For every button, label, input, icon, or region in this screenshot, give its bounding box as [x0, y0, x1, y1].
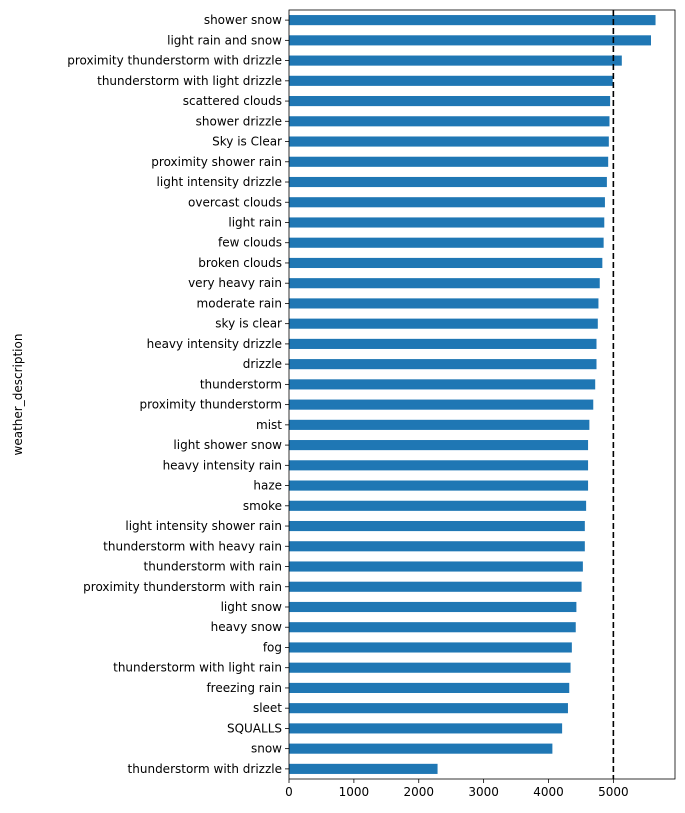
x-ticks: 0 1000 2000 3000 4000 5000: [285, 779, 629, 799]
y-tick-label: scattered clouds: [183, 94, 282, 108]
y-tick-label: proximity thunderstorm with rain: [83, 580, 282, 594]
bar-drizzle: [289, 359, 597, 370]
x-tick-label: 5000: [598, 785, 629, 799]
bar-few-clouds: [289, 237, 604, 248]
x-tick-label: 0: [285, 785, 293, 799]
bar-mist: [289, 419, 590, 430]
y-tick-label: mist: [256, 418, 282, 432]
bar-smoke: [289, 500, 587, 511]
y-tick-label: SQUALLS: [227, 721, 282, 735]
bar-light-snow: [289, 601, 577, 613]
y-tick-label: thunderstorm with rain: [144, 560, 282, 574]
y-tick-label: light rain: [228, 215, 282, 229]
y-tick-label: snow: [251, 742, 282, 756]
bar-light-shower-snow: [289, 440, 589, 451]
y-tick-label: freezing rain: [206, 681, 282, 695]
x-tick-label: 1000: [339, 785, 370, 799]
y-tick-label: light snow: [221, 600, 283, 614]
bar-thunderstorm-with-light-rain: [289, 662, 571, 673]
bar-heavy-intensity-drizzle: [289, 338, 597, 349]
bar-shower-drizzle: [289, 116, 610, 127]
x-tick-label: 4000: [533, 785, 564, 799]
bar-proximity-shower-rain: [289, 156, 609, 167]
y-tick-label: fog: [263, 640, 282, 654]
bar-thunderstorm-with-rain: [289, 561, 583, 572]
bar-sky-is-clear: [289, 318, 598, 329]
bar-moderate-rain: [289, 298, 599, 309]
bar-scattered-clouds: [289, 96, 611, 107]
y-tick-label: haze: [253, 479, 282, 493]
bar-very-heavy-rain: [289, 278, 600, 289]
y-tick-label: sky is clear: [215, 317, 282, 331]
y-tick-label: few clouds: [218, 236, 282, 250]
y-tick-label: light intensity shower rain: [125, 519, 282, 533]
y-tick-label: light rain and snow: [167, 33, 282, 47]
y-axis-label: weather_description: [11, 334, 25, 456]
y-tick-label: overcast clouds: [188, 195, 282, 209]
y-tick-label: heavy intensity drizzle: [147, 337, 282, 351]
bar-proximity-thunderstorm-with-drizzle: [289, 55, 622, 66]
y-tick-label: broken clouds: [198, 256, 282, 270]
y-tick-label: heavy snow: [211, 620, 283, 634]
bar-light-intensity-shower-rain: [289, 520, 585, 532]
bar-squalls: [289, 723, 563, 734]
bar-sky-is-clear: [289, 136, 609, 147]
bar-proximity-thunderstorm: [289, 399, 594, 410]
y-tick-label: heavy intensity rain: [163, 458, 282, 472]
bar-thunderstorm-with-heavy-rain: [289, 541, 585, 552]
y-tick-label: shower drizzle: [196, 114, 282, 128]
bar-overcast-clouds: [289, 197, 605, 208]
bar-light-intensity-drizzle: [289, 176, 607, 188]
bar-snow: [289, 743, 553, 754]
bar-proximity-thunderstorm-with-rain: [289, 581, 582, 592]
bar-broken-clouds: [289, 257, 603, 269]
bar-heavy-snow: [289, 622, 576, 633]
y-tick-label: shower snow: [204, 13, 282, 27]
y-tick-label: proximity thunderstorm: [139, 398, 282, 412]
bars-group: [289, 15, 656, 774]
plot-frame: [288, 9, 676, 780]
y-tick-label: thunderstorm: [200, 377, 282, 391]
bar-fog: [289, 642, 572, 653]
y-tick-label: smoke: [243, 499, 282, 513]
y-tick-label: moderate rain: [197, 296, 282, 310]
bar-thunderstorm-with-light-drizzle: [289, 75, 613, 86]
bar-light-rain-and-snow: [289, 35, 651, 46]
y-tick-label: light intensity drizzle: [157, 175, 282, 189]
y-tick-labels: shower snow light rain and snow proximity …: [67, 13, 289, 776]
x-tick-label: 2000: [403, 785, 434, 799]
bar-freezing-rain: [289, 682, 570, 693]
y-tick-label: Sky is Clear: [212, 135, 282, 149]
x-tick-label: 3000: [468, 785, 499, 799]
bar-sleet: [289, 703, 568, 714]
bar-heavy-intensity-rain: [289, 460, 589, 471]
y-tick-label: sleet: [253, 701, 282, 715]
y-tick-label: thunderstorm with light drizzle: [97, 74, 282, 88]
y-tick-label: very heavy rain: [188, 276, 282, 290]
y-tick-label: thunderstorm with light rain: [113, 661, 282, 675]
y-tick-label: thunderstorm with heavy rain: [103, 539, 282, 553]
bar-thunderstorm-with-drizzle: [289, 763, 438, 774]
y-tick-label: drizzle: [243, 357, 282, 371]
y-tick-label: proximity shower rain: [151, 155, 282, 169]
bar-thunderstorm: [289, 379, 596, 390]
y-tick-label: thunderstorm with drizzle: [128, 762, 282, 776]
bar-light-rain: [289, 217, 605, 228]
y-tick-label: light shower snow: [173, 438, 282, 452]
y-tick-label: proximity thunderstorm with drizzle: [67, 54, 282, 68]
bar-shower-snow: [289, 15, 656, 26]
bar-haze: [289, 480, 589, 491]
